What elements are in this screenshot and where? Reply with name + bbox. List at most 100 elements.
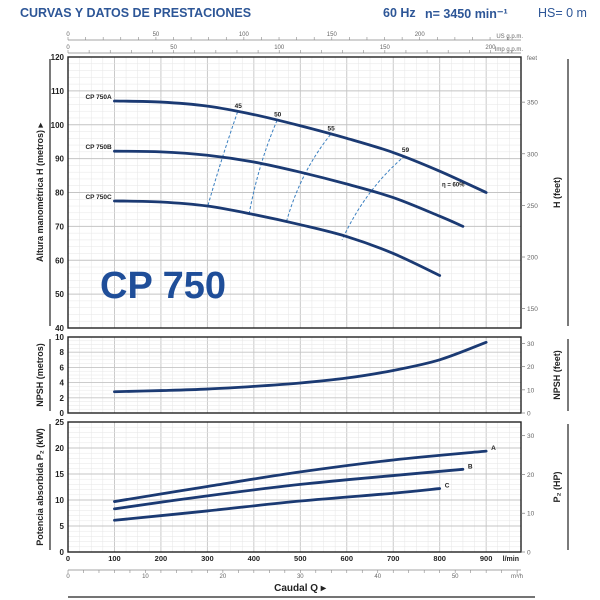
- right-tick-label: 150: [527, 306, 538, 313]
- y-axis-title: NPSH (metros): [35, 343, 45, 407]
- secondary-tick-label: 20: [220, 574, 227, 580]
- y-tick-label: 60: [55, 256, 64, 265]
- frequency-label: 60 Hz: [383, 6, 416, 20]
- y-tick-label: 6: [60, 363, 65, 372]
- y-axis-title: Altura manométrica H (metros) ▸: [35, 123, 45, 263]
- suction-height-label: HS= 0 m: [538, 6, 587, 20]
- secondary-tick-label: 50: [153, 32, 160, 38]
- y-tick-label: 120: [51, 53, 65, 62]
- x-tick-label: 300: [201, 554, 214, 563]
- secondary-tick-label: 30: [297, 574, 304, 580]
- plot-frame: [67, 421, 522, 553]
- curve-label: B: [468, 463, 473, 470]
- y-tick-label: 20: [55, 444, 64, 453]
- us-gpm-axis: 0 50 100 150 200 US g.p.m.: [66, 32, 523, 41]
- curve-cp-750a: [113, 99, 488, 194]
- efficiency-label: 59: [402, 147, 410, 154]
- y-tick-label: 100: [51, 121, 65, 130]
- secondary-tick-label: 0: [66, 45, 70, 51]
- panel-1: 0 2 4 6 8 10 0 10 20 30 NPSH (metros) NPSH (feet): [35, 333, 569, 418]
- secondary-tick-label: 150: [380, 45, 391, 51]
- curve-label: CP 750C: [85, 194, 112, 201]
- secondary-tick-label: 50: [170, 45, 177, 51]
- m3h-axis: 0 10 20 30 40 50 m³/h: [66, 569, 523, 580]
- y-tick-label: 10: [55, 496, 64, 505]
- panel-2: 0 5 10 15 20 25 0 10 20 30 Potencia absorbida P₂ (…: [35, 418, 569, 563]
- efficiency-end-label: η = 60%: [442, 182, 465, 188]
- x-tick-label: 700: [387, 554, 400, 563]
- right-unit-label: feet: [527, 56, 537, 62]
- y-axis-title-right: P₂ (HP): [552, 471, 562, 502]
- right-tick-label: 200: [527, 255, 538, 262]
- efficiency-line-59: [341, 155, 406, 241]
- y-tick-label: 70: [55, 222, 64, 231]
- curve-npsh: [113, 340, 488, 394]
- secondary-tick-label: 0: [66, 574, 70, 580]
- secondary-tick-label: 10: [142, 574, 149, 580]
- y-tick-label: 10: [55, 333, 64, 342]
- secondary-tick-label: 200: [415, 32, 426, 38]
- y-axis-title-right: H (feet): [552, 177, 562, 208]
- secondary-tick-label: 0: [66, 32, 70, 38]
- y-tick-label: 2: [60, 394, 65, 403]
- x-tick-label: 100: [108, 554, 121, 563]
- efficiency-line-45: [206, 111, 239, 208]
- secondary-tick-label: 150: [327, 32, 338, 38]
- x-unit-label: l/min: [503, 556, 519, 563]
- curve-c: [113, 487, 442, 522]
- curve-cp-750b: [113, 149, 465, 228]
- y-tick-label: 8: [60, 348, 65, 357]
- x-tick-label: 600: [341, 554, 354, 563]
- secondary-tick-label: 100: [239, 32, 250, 38]
- x-tick-label: 800: [433, 554, 446, 563]
- curve-cp-750c: [113, 199, 442, 277]
- chart-header-title: CURVAS Y DATOS DE PRESTACIONES: [20, 6, 252, 20]
- y-axis-title-right: NPSH (feet): [552, 350, 562, 400]
- secondary-tick-label: 50: [452, 574, 459, 580]
- secondary-unit-label: Imp g.p.m.: [495, 47, 524, 53]
- y-tick-label: 110: [51, 87, 64, 96]
- curve-label: CP 750B: [85, 144, 112, 151]
- speed-label: n= 3450 min⁻¹: [425, 7, 508, 21]
- right-tick-label: 30: [527, 341, 535, 348]
- x-tick-label: 400: [248, 554, 261, 563]
- efficiency-label: 45: [235, 103, 243, 110]
- right-tick-label: 350: [527, 100, 538, 107]
- secondary-unit-label: US g.p.m.: [496, 34, 523, 40]
- secondary-tick-label: 200: [485, 45, 496, 51]
- y-tick-label: 50: [55, 290, 64, 299]
- y-tick-label: 0: [60, 548, 65, 557]
- right-tick-label: 20: [527, 364, 535, 371]
- y-tick-label: 40: [55, 324, 64, 333]
- secondary-tick-label: 100: [274, 45, 285, 51]
- right-tick-label: 300: [527, 151, 538, 158]
- y-axis-title: Potencia absorbida P₂ (kW): [35, 428, 45, 546]
- x-tick-label: 500: [294, 554, 307, 563]
- right-tick-label: 10: [527, 387, 535, 394]
- curve-a: [113, 449, 488, 503]
- right-tick-label: 250: [527, 203, 538, 210]
- curve-label: CP 750A: [85, 94, 112, 101]
- y-tick-label: 25: [55, 418, 64, 427]
- panel-0: 40 50 60 70 80 90 100 110 120 150 200 250 300 350 feet…: [35, 53, 569, 333]
- curve-label: C: [445, 483, 450, 490]
- curve-b: [113, 467, 465, 511]
- right-tick-label: 20: [527, 472, 535, 479]
- y-tick-label: 5: [60, 522, 65, 531]
- imp-gpm-axis: 0 50 100 150 200 Imp g.p.m.: [66, 45, 524, 54]
- plot-frame: [67, 56, 522, 329]
- y-tick-label: 80: [55, 189, 64, 198]
- plot-frame: [67, 336, 522, 414]
- model-label: CP 750: [100, 265, 226, 307]
- secondary-unit-label: m³/h: [511, 574, 523, 580]
- x-tick-label: 0: [66, 554, 70, 563]
- right-tick-label: 0: [527, 411, 531, 418]
- efficiency-line-50: [248, 120, 278, 214]
- y-tick-label: 90: [55, 155, 64, 164]
- y-tick-label: 15: [55, 470, 64, 479]
- y-tick-label: 4: [60, 379, 65, 388]
- x-tick-label: 200: [155, 554, 168, 563]
- efficiency-label: 50: [274, 111, 282, 118]
- x-tick-label: 900: [480, 554, 493, 563]
